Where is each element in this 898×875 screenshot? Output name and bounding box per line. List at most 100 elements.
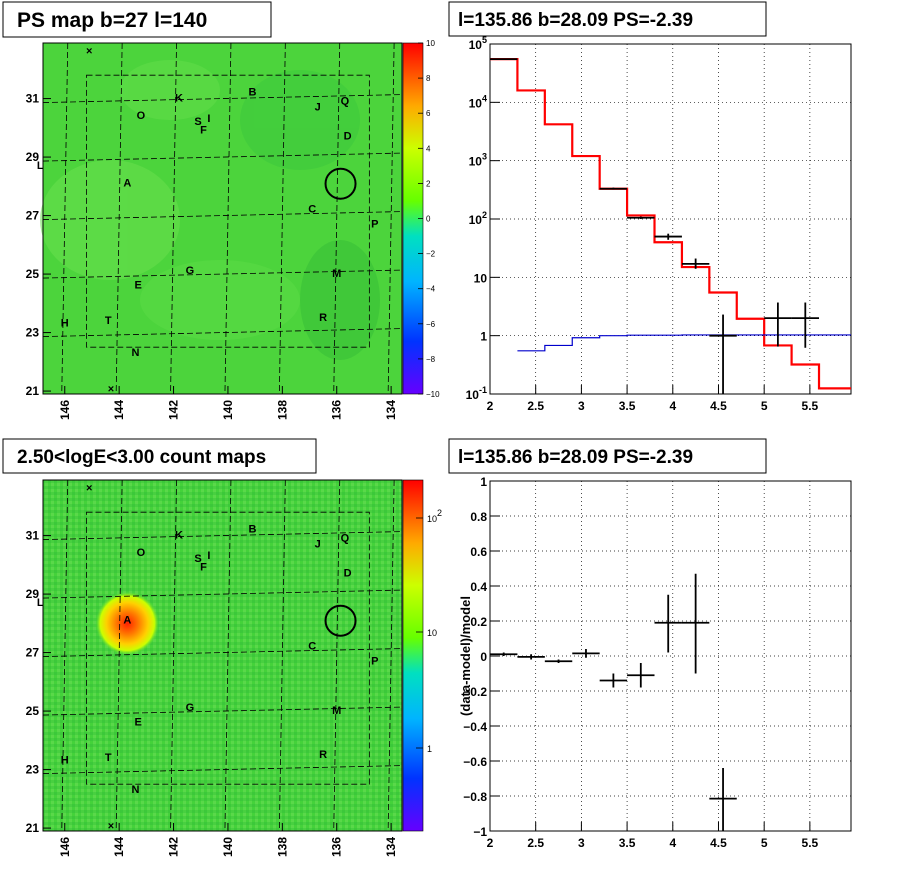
ps-colorbar — [403, 43, 423, 394]
x-tick-label: 142 — [167, 837, 181, 857]
x-tick-label: 134 — [384, 400, 398, 420]
graticule-meridian — [387, 42, 395, 395]
graticule-parallel — [42, 94, 403, 103]
count-map-hotspot — [95, 591, 160, 656]
y-tick-label: 103 — [469, 152, 487, 169]
x-tick-label: 146 — [58, 400, 72, 420]
cross-marker: × — [108, 821, 114, 833]
y-tick-label: 31 — [26, 529, 40, 543]
residual-title-box — [448, 438, 767, 474]
residual-y-ticks: 1 0.8 0.6 0.4 0.2 0 −0.2 −0.4 −0.6 −0.8 −1 — [463, 475, 500, 839]
y-tick-label: −0.6 — [463, 755, 487, 769]
colorbar-tick-label: −4 — [426, 285, 436, 294]
graticule-meridian — [224, 42, 232, 395]
cross-marker: × — [86, 46, 92, 58]
source-label: L — [37, 160, 44, 172]
graticule-parallel — [42, 269, 403, 279]
graticule-meridian — [224, 479, 232, 832]
graticule-meridian — [278, 479, 286, 832]
y-tick-label: −1 — [473, 825, 487, 839]
colorbar-tick-label: −8 — [426, 355, 436, 364]
x-tick-label: 5 — [761, 836, 768, 850]
source-label: K — [175, 530, 183, 542]
x-tick-label: 140 — [221, 400, 235, 420]
source-label: R — [319, 312, 327, 324]
x-tick-label: 3.5 — [619, 399, 636, 413]
colorbar-tick-label: 6 — [426, 109, 431, 118]
x-tick-label: 3 — [578, 836, 585, 850]
x-tick-label: 2 — [487, 399, 494, 413]
cross-marker: × — [86, 483, 92, 495]
y-tick-label: 10 — [474, 271, 488, 285]
graticule-parallel — [42, 648, 403, 657]
x-tick-label: 5.5 — [802, 399, 819, 413]
graticule-parallel — [42, 589, 403, 599]
source-label: C — [308, 641, 316, 653]
source-label: T — [105, 752, 112, 764]
spectrum-y-ticks: 10-1 1 10 102 103 104 105 — [466, 35, 500, 402]
y-tick-label: −0.8 — [463, 790, 487, 804]
ps-map-panel: PS map b=27 l=140 K B J Q O S IF D A C P G M E H T R N L × ×… — [2, 1, 440, 420]
graticule-meridian — [61, 479, 69, 832]
y-tick-label: 0.2 — [470, 615, 487, 629]
source-label: I — [207, 550, 210, 562]
colorbar-tick-label: −6 — [426, 320, 436, 329]
source-label: M — [332, 268, 341, 280]
source-label: J — [315, 538, 321, 550]
source-label: Q — [341, 95, 350, 107]
count-map-x-ticks: 146 144 142 140 138 136 134 — [58, 823, 398, 857]
y-tick-label: 0.4 — [470, 580, 487, 594]
graticule-meridian — [115, 479, 123, 832]
source-label: P — [371, 655, 378, 667]
model-component-step-line — [517, 334, 851, 352]
residual-x-ticks: 2 2.5 3 3.5 4 4.5 5 5.5 — [487, 822, 819, 850]
source-label: M — [332, 705, 341, 717]
spectrum-title: l=135.86 b=28.09 PS=-2.39 — [458, 10, 693, 31]
x-tick-label: 3.5 — [619, 836, 636, 850]
y-tick-label: 21 — [26, 384, 40, 398]
residual-grid — [490, 481, 851, 831]
y-tick-label: 104 — [469, 93, 487, 110]
graticule-meridian — [333, 479, 341, 832]
spectrum-title-box — [448, 1, 767, 37]
y-tick-label: 27 — [26, 209, 40, 223]
colorbar-tick-label: 1 — [427, 744, 432, 754]
ps-map-target-circle — [324, 167, 357, 200]
source-label: S — [194, 553, 201, 565]
x-tick-label: 4.5 — [710, 399, 727, 413]
x-tick-label: 2.5 — [527, 399, 544, 413]
source-label: G — [186, 702, 195, 714]
source-label: G — [186, 265, 195, 277]
source-label: F — [200, 562, 207, 574]
y-tick-label: 0.8 — [470, 510, 487, 524]
x-tick-label: 136 — [330, 400, 344, 420]
colorbar-tick-label: 10 — [427, 628, 437, 638]
source-label: H — [61, 755, 69, 767]
x-tick-label: 4 — [669, 399, 676, 413]
source-label: L — [37, 597, 44, 609]
source-label: Q — [341, 532, 350, 544]
source-label: H — [61, 318, 69, 330]
source-label: T — [105, 315, 112, 327]
x-tick-label: 144 — [112, 400, 126, 420]
source-label: J — [315, 101, 321, 113]
colorbar-tick-label: −2 — [426, 250, 436, 259]
ps-map-graticule — [42, 42, 403, 395]
count-colorbar — [403, 480, 423, 831]
ps-map-title: PS map b=27 l=140 — [17, 9, 207, 32]
y-tick-label: 29 — [26, 587, 40, 601]
x-tick-label: 142 — [167, 400, 181, 420]
source-label: D — [344, 568, 352, 580]
ps-map-texture — [40, 60, 380, 360]
y-tick-label: 21 — [26, 821, 40, 835]
spectrum-x-ticks: 2 2.5 3 3.5 4 4.5 5 5.5 — [487, 385, 819, 413]
graticule-parallel — [42, 765, 403, 774]
ps-map-x-ticks: 146 144 142 140 138 136 134 — [58, 386, 398, 420]
colorbar-tick-label: 102 — [427, 508, 442, 524]
count-map-title: 2.50<logE<3.00 count maps — [17, 447, 266, 468]
cross-marker: × — [108, 384, 114, 396]
x-tick-label: 2.5 — [527, 836, 544, 850]
source-label: K — [175, 93, 183, 105]
graticule-meridian — [278, 42, 286, 395]
